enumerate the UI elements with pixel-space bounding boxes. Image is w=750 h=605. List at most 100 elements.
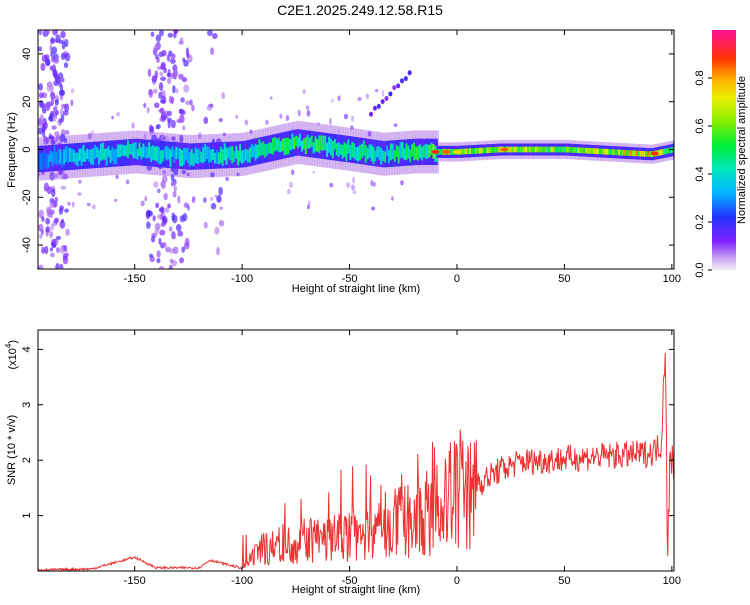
heatmap-core-cell bbox=[465, 148, 469, 155]
heatmap-speckle bbox=[49, 201, 55, 209]
heatmap-core-cell bbox=[664, 148, 669, 155]
heatmap-speckle bbox=[198, 132, 202, 140]
heatmap-speckle bbox=[158, 82, 164, 91]
snr-frame bbox=[37, 329, 675, 572]
heatmap-core-cell bbox=[51, 152, 56, 167]
heatmap-speckle bbox=[162, 136, 166, 141]
heatmap-core-cell bbox=[59, 149, 63, 164]
heatmap-core-cell bbox=[606, 148, 611, 155]
heatmap-speckle bbox=[161, 183, 166, 190]
heatmap-speckle bbox=[38, 99, 44, 108]
heatmap-core-cell bbox=[635, 150, 640, 157]
heatmap-core-cell bbox=[188, 152, 193, 167]
heatmap-speckle bbox=[168, 264, 173, 269]
heatmap-core-cell bbox=[386, 145, 390, 156]
heatmap-core-cell bbox=[264, 144, 268, 158]
heatmap-core-cell bbox=[478, 147, 483, 154]
heatmap-speckle bbox=[172, 234, 176, 240]
heatmap-speckle bbox=[160, 76, 167, 81]
heatmap-core-cell bbox=[438, 149, 442, 155]
heatmap-speckle bbox=[372, 181, 376, 188]
heatmap-core-cell bbox=[72, 149, 77, 162]
heatmap-speckle bbox=[391, 196, 394, 201]
heatmap-speckle bbox=[316, 122, 320, 126]
heatmap-speckle bbox=[186, 52, 190, 59]
heatmap-core-cell bbox=[130, 144, 135, 156]
heatmap-core-cell bbox=[413, 142, 417, 161]
heatmap-speckle bbox=[51, 46, 58, 54]
snr-y-unit: (x104) bbox=[4, 340, 19, 370]
heatmap-core-cell bbox=[476, 147, 481, 154]
heatmap-speckle bbox=[370, 179, 374, 187]
heatmap-core-cell bbox=[152, 145, 156, 161]
heatmap-core-cell bbox=[469, 148, 473, 155]
heatmap-core-cell bbox=[324, 135, 328, 151]
colorbar: 0.0 0.2 0.4 0.6 0.8 Normalized spectral ampl… bbox=[694, 30, 748, 278]
heatmap-speckle bbox=[171, 212, 175, 222]
heatmap-core-cell bbox=[581, 147, 585, 154]
heatmap-speckle bbox=[65, 228, 70, 236]
heatmap-speckle bbox=[169, 258, 174, 264]
heatmap-speckle bbox=[370, 206, 376, 211]
heatmap-core-cell bbox=[67, 147, 71, 164]
heatmap-echo-point bbox=[399, 78, 404, 84]
heatmap-speckle bbox=[180, 97, 185, 103]
heatmap-speckle bbox=[43, 140, 47, 145]
heatmap-core-cell bbox=[389, 143, 394, 161]
heatmap-speckle bbox=[210, 47, 215, 56]
figure-title: C2E1.2025.249.12.58.R15 bbox=[277, 2, 443, 18]
heatmap-speckle bbox=[143, 133, 147, 140]
heatmap-core-cell bbox=[136, 148, 141, 160]
heatmap-speckle bbox=[287, 188, 291, 195]
heatmap-speckle bbox=[51, 125, 57, 130]
heatmap-speckle bbox=[171, 136, 176, 141]
heatmap-speckle bbox=[57, 169, 63, 176]
heatmap-core-cell bbox=[596, 148, 601, 155]
colorbar-title: Normalized spectral amplitude bbox=[736, 76, 748, 224]
heatmap-speckle bbox=[164, 135, 170, 144]
heatmap-speckle bbox=[152, 88, 158, 94]
heatmap-speckle bbox=[312, 170, 316, 175]
heatmap-speckle bbox=[170, 119, 176, 129]
heatmap-core-cell bbox=[109, 150, 114, 164]
heatmap-core-cell bbox=[82, 144, 86, 162]
heatmap-core-cell bbox=[612, 149, 616, 156]
heatmap-core-cell bbox=[126, 140, 131, 159]
heatmap-speckle bbox=[270, 96, 273, 100]
heatmap-core-cell bbox=[200, 151, 204, 163]
heatmap-core-cell bbox=[231, 146, 235, 164]
heatmap-core-cell bbox=[565, 146, 570, 153]
colorbar-tick-label: 0.0 bbox=[694, 262, 706, 277]
heatmap-core-cell bbox=[202, 146, 206, 164]
heatmap-speckle bbox=[64, 52, 71, 62]
heatmap-core-cell bbox=[308, 137, 313, 149]
heatmap-speckle bbox=[216, 246, 220, 256]
heatmap-speckle bbox=[64, 208, 69, 213]
heatmap-echo-point bbox=[384, 96, 389, 102]
heatmap-speckle bbox=[150, 31, 155, 37]
heatmap-speckle bbox=[38, 46, 43, 52]
heatmap-core-cell bbox=[146, 147, 150, 159]
heatmap-speckle bbox=[125, 179, 130, 185]
heatmap-core-cell bbox=[155, 146, 160, 162]
heatmap-speckle bbox=[46, 206, 52, 215]
heatmap-speckle bbox=[346, 182, 351, 188]
heatmap-core-cell bbox=[473, 148, 477, 154]
heatmap-speckle bbox=[55, 235, 62, 240]
heatmap-core-cell bbox=[322, 135, 326, 151]
snr-y-tick-label: 4 bbox=[21, 346, 33, 352]
heatmap-speckle bbox=[48, 115, 54, 122]
heatmap-core-cell bbox=[633, 150, 638, 157]
heatmap-speckle bbox=[179, 257, 185, 264]
heatmap-y-axis-title: Frequency (Hz) bbox=[6, 112, 18, 188]
heatmap-core-cell bbox=[376, 146, 380, 158]
heatmap-core-cell bbox=[279, 141, 284, 153]
heatmap-core-cell bbox=[107, 145, 112, 158]
heatmap-speckle bbox=[41, 54, 48, 63]
heatmap-core-cell bbox=[285, 137, 290, 155]
heatmap-core-cell bbox=[105, 148, 110, 166]
heatmap-core-cell bbox=[140, 147, 144, 160]
heatmap-speckle bbox=[172, 246, 179, 255]
heatmap-echo-point bbox=[407, 70, 412, 76]
heatmap-speckle bbox=[153, 44, 159, 53]
